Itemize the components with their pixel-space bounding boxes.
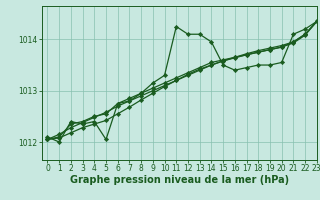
X-axis label: Graphe pression niveau de la mer (hPa): Graphe pression niveau de la mer (hPa) (70, 175, 289, 185)
